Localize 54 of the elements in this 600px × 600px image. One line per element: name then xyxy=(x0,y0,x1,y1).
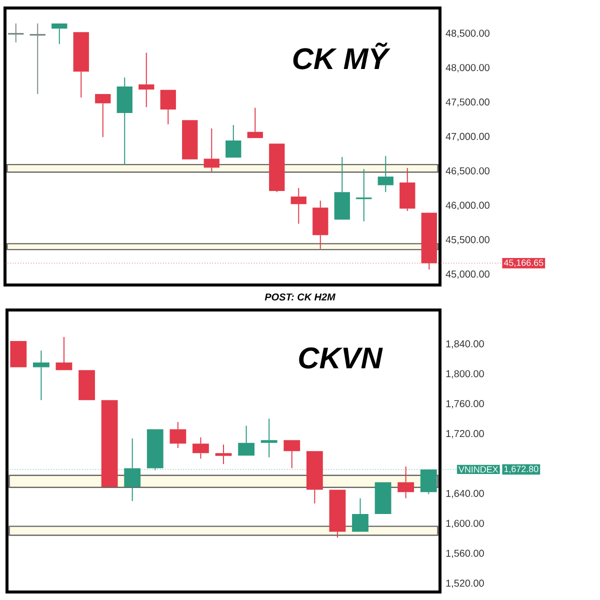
candlestick xyxy=(238,425,254,456)
candlestick xyxy=(312,200,328,250)
candlestick xyxy=(32,350,50,401)
y-tick-label: 48,000.00 xyxy=(446,64,490,72)
y-tick-label: 1,840.00 xyxy=(446,340,484,349)
candlestick xyxy=(284,440,300,469)
ref-line-label: 45,166.65 xyxy=(504,259,544,267)
candlestick xyxy=(374,482,392,514)
candlestick xyxy=(260,418,278,458)
y-tick-label: 45,000.00 xyxy=(446,270,490,279)
y-tick-label: 46,000.00 xyxy=(446,202,490,210)
candlestick xyxy=(204,128,220,172)
y-tick-label: 47,000.00 xyxy=(446,132,490,142)
candlestick xyxy=(182,120,198,160)
candlestick xyxy=(352,498,368,532)
candlestick xyxy=(95,94,111,138)
candlestick xyxy=(400,168,416,212)
candlestick xyxy=(78,370,95,400)
y-tick-label: 47,500.00 xyxy=(446,98,490,107)
candlestick xyxy=(290,187,306,224)
y-tick-label: 1,720.00 xyxy=(446,430,484,438)
candlestick xyxy=(334,156,350,220)
text: CKVN xyxy=(299,347,383,369)
y-tick-label: 45,500.00 xyxy=(446,236,490,244)
y-tick-label: 1,760.00 xyxy=(446,400,484,408)
candlestick xyxy=(226,124,242,158)
y-tick-label: 1,600.00 xyxy=(446,520,484,528)
y-tick-label: 1,800.00 xyxy=(446,370,484,378)
candlestick xyxy=(398,466,414,499)
y-tick-label: 1,560.00 xyxy=(446,550,484,558)
text: POST: CK H2M xyxy=(264,293,336,301)
y-tick-label: 46,500.00 xyxy=(446,167,490,176)
candlestick xyxy=(56,336,72,370)
candlestick xyxy=(160,90,176,125)
candlestick xyxy=(116,77,132,166)
candlestick xyxy=(269,144,285,193)
candlestick xyxy=(10,340,27,368)
y-tick-label: 1,640.00 xyxy=(446,490,484,498)
candlestick xyxy=(306,451,323,504)
y-tick-label: 48,500.00 xyxy=(446,30,490,38)
candlestick xyxy=(138,52,154,108)
candlestick xyxy=(170,422,186,449)
candlestick xyxy=(215,444,232,465)
y-tick-label: 1,520.00 xyxy=(446,580,484,588)
candlestick xyxy=(329,490,346,538)
text: CK MỸ xyxy=(293,42,390,70)
candlestick xyxy=(247,107,263,138)
candlestick xyxy=(192,436,209,460)
ref-line-label: 1,672.80 xyxy=(504,466,538,474)
candlestick xyxy=(101,400,118,487)
text: VNINDEX xyxy=(458,466,498,473)
candlestick xyxy=(378,155,394,193)
candlestick xyxy=(52,23,68,45)
candlestick xyxy=(73,32,89,98)
